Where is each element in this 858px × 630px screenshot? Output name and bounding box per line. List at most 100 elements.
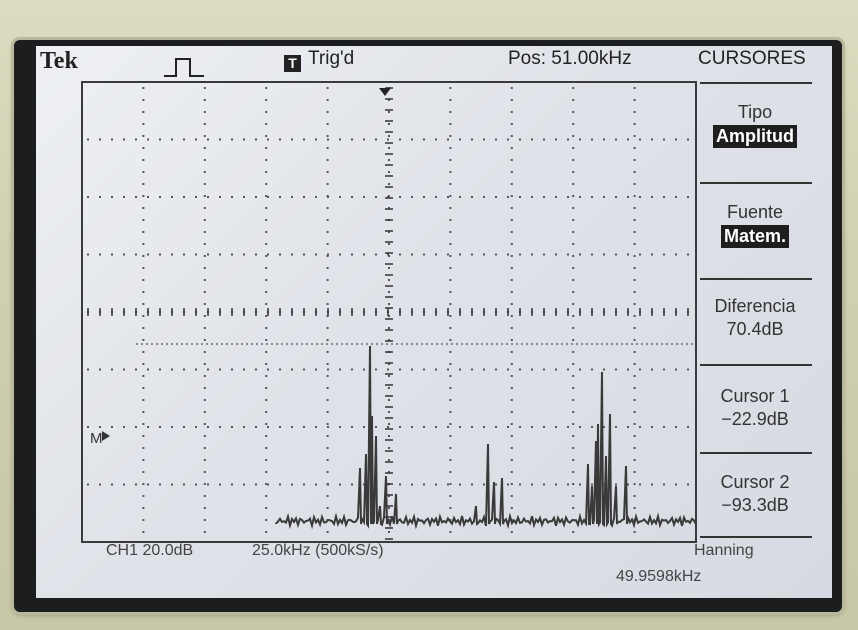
grid-dot [327, 253, 329, 256]
grid-dot [265, 423, 268, 425]
grid-dot [510, 183, 513, 185]
grid-dot [447, 253, 449, 256]
grid-dot [326, 495, 329, 497]
menu-divider [700, 452, 812, 454]
grid-dot [99, 196, 101, 198]
grid-dot [572, 483, 575, 485]
grid-dot [171, 426, 173, 428]
grid-dot [326, 255, 329, 257]
grid-dot [203, 423, 206, 425]
grid-dot [171, 368, 173, 371]
grid-dot [449, 483, 452, 485]
grid-dot [572, 195, 575, 197]
grid-dot [267, 253, 269, 256]
grid-dot [663, 138, 665, 141]
grid-dot [449, 231, 452, 233]
grid-dot [591, 253, 593, 256]
grid-dot [572, 423, 575, 425]
grid-dot [142, 183, 145, 185]
grid-dot [449, 159, 452, 161]
menu-cursor-2[interactable]: Cursor 2 −93.3dB [700, 472, 810, 516]
channel-scale: CH1 20.0dB [106, 542, 194, 559]
grid-dot [633, 135, 636, 137]
grid-dot [572, 279, 575, 281]
grid-dot [639, 196, 641, 198]
grid-dot [142, 387, 145, 389]
grid-dot [315, 483, 317, 486]
grid-dot [326, 459, 329, 461]
grid-dot [265, 507, 268, 509]
grid-dot [572, 219, 575, 221]
grid-dot [111, 196, 113, 198]
grid-dot [135, 138, 137, 141]
grid-dot [510, 363, 513, 365]
menu-tipo[interactable]: Tipo Amplitud [700, 102, 810, 148]
grid-dot [203, 123, 206, 125]
grid-dot [388, 423, 390, 425]
grid-dot [627, 196, 629, 198]
grid-dot [510, 147, 513, 149]
grid-dot [265, 207, 268, 209]
grid-dot [651, 426, 653, 428]
grid-dot [449, 147, 452, 149]
grid-dot [203, 399, 206, 401]
grid-dot [265, 315, 268, 317]
menu-fuente[interactable]: Fuente Matem. [700, 202, 810, 248]
grid-dot [483, 196, 485, 198]
grid-dot [326, 507, 329, 509]
grid-dot [142, 135, 145, 137]
grid-dot [591, 483, 593, 486]
grid-dot [203, 231, 206, 233]
grid-dot [265, 87, 268, 89]
grid-dot [255, 483, 257, 486]
menu-cursor-1[interactable]: Cursor 1 −22.9dB [700, 386, 810, 430]
grid-dot [326, 303, 329, 305]
grid-dot [183, 253, 185, 256]
grid-dot [351, 196, 353, 198]
grid-dot [519, 253, 521, 256]
grid-dot [471, 196, 473, 198]
grid-dot [243, 196, 245, 198]
grid-dot [572, 147, 575, 149]
grid-dot [435, 426, 437, 428]
grid-dot [265, 135, 268, 137]
grid-dot [203, 327, 206, 329]
grid-dot [159, 426, 161, 428]
grid-dot [203, 243, 206, 245]
grid-dot [510, 291, 513, 293]
grid-dot [142, 447, 145, 449]
grid-dot [388, 123, 390, 125]
grid-dot [183, 483, 185, 486]
grid-dot [326, 267, 329, 269]
grid-dot [449, 363, 452, 365]
grid-dot [449, 303, 452, 305]
grid-dot [326, 339, 329, 341]
grid-dot [519, 196, 521, 198]
grid-dot [326, 531, 329, 533]
grid-dot [387, 426, 389, 428]
grid-dot [326, 171, 329, 173]
grid-dot [572, 315, 575, 317]
grid-dot [326, 399, 329, 401]
grid-dot [326, 123, 329, 125]
cursor-1-value: −22.9dB [721, 409, 789, 429]
grid-dot [531, 483, 533, 486]
grid-dot [265, 459, 268, 461]
grid-dot [195, 253, 197, 256]
grid-dot [142, 303, 145, 305]
grid-dot [135, 253, 137, 256]
grid-dot [291, 426, 293, 428]
grid-dot [183, 368, 185, 371]
grid-dot [423, 138, 425, 141]
grid-dot [603, 253, 605, 256]
grid-dot [388, 435, 390, 437]
grid-dot [388, 255, 390, 257]
grid-dot [99, 138, 101, 141]
grid-dot [399, 483, 401, 486]
grid-dot [567, 138, 569, 141]
grid-dot [449, 291, 452, 293]
grid-dot [633, 219, 636, 221]
grid-dot [326, 447, 329, 449]
grid-dot [449, 399, 452, 401]
grid-dot [572, 255, 575, 257]
